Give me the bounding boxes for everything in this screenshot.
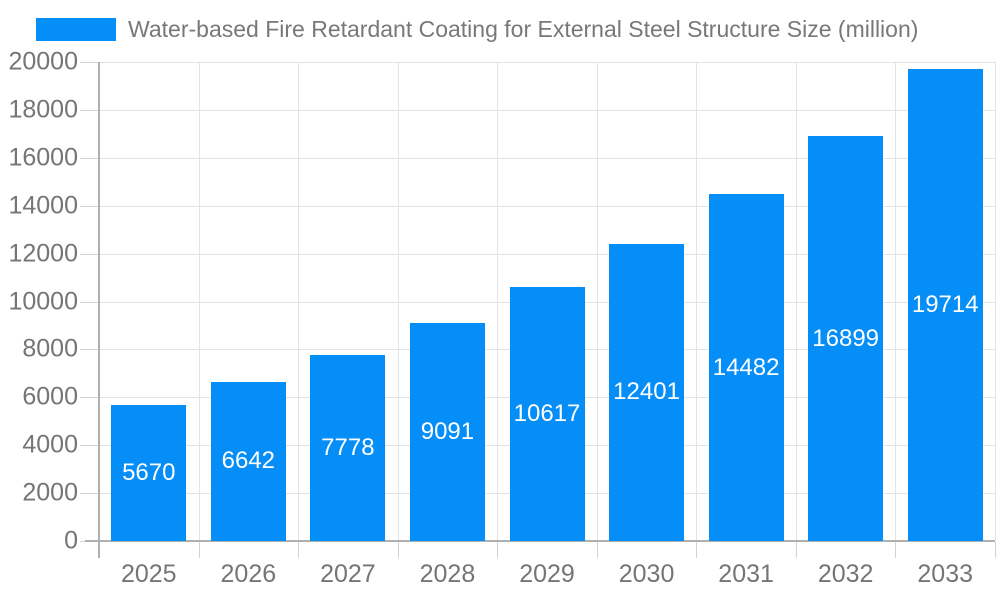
gridline-vertical [497, 62, 499, 541]
y-axis-tick-mark [80, 62, 99, 63]
legend[interactable]: Water-based Fire Retardant Coating for E… [36, 16, 918, 43]
x-axis-tick-mark [995, 542, 996, 558]
bar-value-label: 14482 [712, 353, 780, 381]
x-axis-tick-label: 2027 [320, 560, 376, 588]
gridline-vertical [696, 62, 698, 541]
bar[interactable]: 10617 [509, 286, 585, 541]
y-axis-tick-mark [80, 157, 99, 159]
y-axis-tick-label: 20000 [8, 47, 78, 76]
bar[interactable]: 14482 [708, 194, 784, 541]
legend-swatch [36, 18, 116, 41]
y-axis-tick-label: 10000 [8, 287, 78, 315]
y-axis-line [98, 62, 100, 558]
y-axis-tick-mark [80, 493, 99, 495]
x-axis-tick-mark [795, 542, 797, 558]
x-axis-tick-mark [696, 542, 698, 558]
gridline-vertical [198, 62, 200, 541]
x-axis-tick-label: 2032 [817, 560, 874, 588]
bar[interactable]: 12401 [609, 243, 685, 541]
gridline-vertical [795, 62, 797, 541]
bar-value-label: 7778 [321, 433, 375, 461]
gridline-horizontal [99, 62, 995, 63]
y-axis-tick-label: 18000 [8, 95, 78, 124]
bar-value-label: 6642 [221, 447, 276, 475]
bar-value-label: 12401 [613, 378, 680, 406]
x-axis-tick-label: 2033 [917, 560, 974, 588]
y-axis-tick-mark [80, 205, 99, 207]
y-axis-tick-label: 0 [64, 526, 78, 555]
x-axis-tick-label: 2029 [519, 560, 575, 588]
y-axis-tick-label: 12000 [8, 239, 78, 268]
bar[interactable]: 19714 [907, 68, 983, 541]
bar-value-label: 10617 [513, 399, 581, 427]
bar-value-label: 16899 [812, 324, 880, 352]
x-axis-tick-mark [497, 542, 499, 558]
x-axis-tick-label: 2025 [120, 560, 177, 588]
x-axis-tick-mark [298, 542, 300, 558]
y-axis-tick-mark [80, 397, 99, 399]
y-axis-tick-label: 4000 [22, 430, 78, 459]
gridline-horizontal [99, 205, 995, 207]
gridline-horizontal [99, 253, 995, 255]
bar-value-label: 19714 [911, 290, 979, 318]
gridline-vertical [895, 62, 897, 541]
x-axis-tick-label: 2028 [419, 560, 476, 588]
y-axis-tick-mark [80, 349, 99, 351]
x-axis-tick-mark [198, 542, 200, 558]
x-axis-tick-label: 2030 [618, 560, 675, 588]
x-axis-tick-label: 2026 [220, 560, 277, 588]
gridline-vertical [298, 62, 300, 541]
bar[interactable]: 9091 [409, 323, 485, 541]
y-axis-tick-label: 6000 [22, 382, 78, 411]
bar-value-label: 5670 [122, 459, 176, 487]
x-axis-tick-mark [596, 542, 598, 558]
gridline-horizontal [99, 109, 995, 111]
y-axis-tick-label: 14000 [8, 191, 78, 220]
y-axis-tick-mark [80, 445, 99, 447]
y-axis-tick-label: 16000 [8, 143, 78, 172]
y-axis-tick-mark [80, 301, 99, 303]
gridline-vertical [397, 62, 399, 541]
x-axis-tick-mark [397, 542, 399, 558]
bar-value-label: 9091 [420, 418, 475, 446]
y-axis-tick-label: 8000 [22, 334, 78, 363]
gridline-vertical [596, 62, 598, 541]
bar[interactable]: 16899 [808, 136, 884, 541]
x-axis-tick-mark [895, 542, 897, 558]
y-axis-tick-label: 2000 [22, 478, 78, 507]
legend-label: Water-based Fire Retardant Coating for E… [128, 16, 919, 42]
bar[interactable]: 7778 [310, 354, 386, 541]
bar[interactable]: 6642 [210, 381, 286, 541]
y-axis-tick-mark [80, 253, 99, 255]
x-axis-line [85, 540, 995, 542]
y-axis-tick-mark [80, 109, 99, 111]
gridline-horizontal [99, 157, 995, 159]
bar[interactable]: 5670 [111, 405, 187, 541]
gridline-vertical [995, 62, 996, 541]
x-axis-tick-label: 2031 [718, 560, 774, 588]
